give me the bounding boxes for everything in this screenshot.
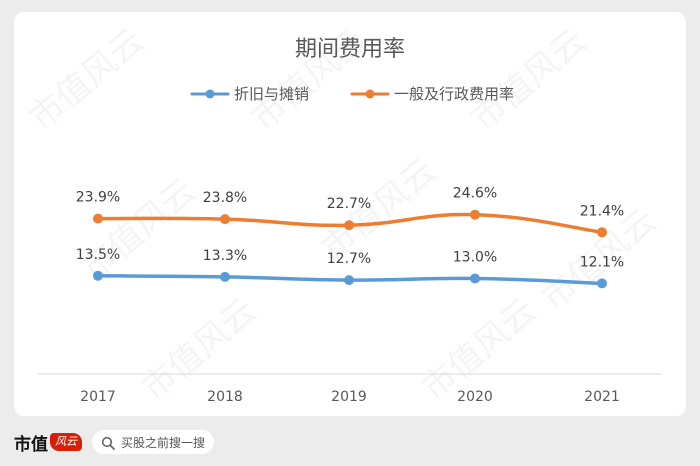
legend-label-1: 折旧与摊销 (234, 85, 309, 103)
watermark-text: 市值风云 (22, 21, 152, 139)
data-point (93, 270, 103, 281)
data-point (220, 271, 230, 282)
data-label: 23.9% (76, 190, 120, 206)
data-label: 23.8% (203, 190, 247, 206)
logo-badge: 风云 (50, 433, 82, 451)
legend-marker-1 (205, 89, 215, 99)
data-point (344, 275, 354, 286)
data-label: 24.6% (453, 186, 497, 202)
x-tick-label: 2017 (80, 389, 116, 405)
data-label: 13.5% (76, 247, 120, 263)
logo-text: 市值 (14, 434, 48, 455)
chart-card: 市值风云 市值风云 市值风云 市值风云 市值风云 市值风云 市值风云 市值风云 期间费用率 折旧与… (14, 12, 686, 416)
data-point (597, 278, 607, 289)
brand-logo[interactable]: 市值 风云 (14, 430, 82, 455)
data-label: 12.1% (580, 254, 624, 270)
x-tick-label: 2021 (584, 389, 620, 405)
data-point (470, 273, 480, 284)
search-icon (101, 435, 115, 450)
data-point (597, 227, 607, 238)
watermark-text: 市值风云 (134, 291, 264, 409)
data-point (220, 214, 230, 225)
watermark-text: 市值风云 (464, 21, 594, 139)
data-label: 21.4% (580, 203, 624, 219)
search-box[interactable]: 买股之前搜一搜 (92, 430, 214, 454)
data-label: 13.3% (203, 248, 247, 264)
chart-title: 期间费用率 (295, 37, 405, 62)
x-tick-label: 2019 (331, 389, 367, 405)
x-tick-label: 2018 (207, 389, 243, 405)
data-label: 12.7% (327, 251, 371, 267)
data-label: 22.7% (327, 196, 371, 212)
legend-marker-2 (365, 89, 375, 99)
footer-bar: 市值 风云 买股之前搜一搜 (0, 424, 700, 460)
watermark-text: 市值风云 (74, 171, 204, 289)
search-placeholder: 买股之前搜一搜 (121, 435, 206, 450)
legend-label-2: 一般及行政费用率 (394, 85, 514, 103)
data-label: 13.0% (453, 250, 497, 266)
data-point (344, 220, 354, 231)
x-tick-label: 2020 (457, 389, 493, 405)
data-point (470, 209, 480, 220)
data-point (93, 213, 103, 224)
